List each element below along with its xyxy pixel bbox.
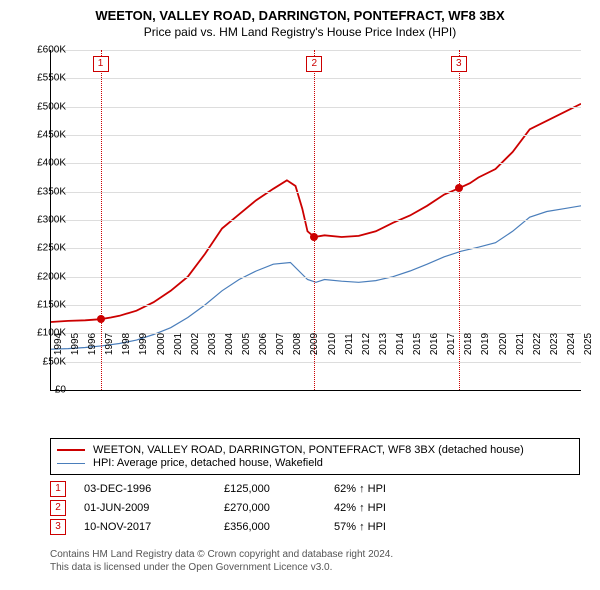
xtick-label: 2000 bbox=[156, 333, 167, 355]
event-hpi: 62% ↑ HPI bbox=[334, 483, 386, 495]
event-price: £125,000 bbox=[224, 483, 334, 495]
event-marker-box: 3 bbox=[451, 56, 467, 72]
event-dot bbox=[97, 315, 105, 323]
event-date: 01-JUN-2009 bbox=[84, 502, 224, 514]
gridline bbox=[51, 50, 581, 51]
legend-swatch-red bbox=[57, 449, 85, 451]
ytick-label: £250K bbox=[37, 243, 66, 254]
ytick-label: £400K bbox=[37, 158, 66, 169]
ytick-label: £50K bbox=[43, 356, 66, 367]
xtick-label: 1997 bbox=[104, 333, 115, 355]
xtick-label: 2006 bbox=[258, 333, 269, 355]
xtick-label: 2002 bbox=[190, 333, 201, 355]
xtick-label: 2003 bbox=[207, 333, 218, 355]
legend-label: HPI: Average price, detached house, Wake… bbox=[93, 457, 323, 469]
ytick-label: £600K bbox=[37, 45, 66, 56]
gridline bbox=[51, 78, 581, 79]
event-price: £270,000 bbox=[224, 502, 334, 514]
event-vline bbox=[459, 50, 460, 390]
chart-area: 1 2 3 bbox=[50, 50, 580, 430]
attribution-line1: Contains HM Land Registry data © Crown c… bbox=[50, 548, 393, 561]
xtick-label: 2023 bbox=[549, 333, 560, 355]
gridline bbox=[51, 277, 581, 278]
title-block: WEETON, VALLEY ROAD, DARRINGTON, PONTEFR… bbox=[0, 0, 600, 39]
attribution: Contains HM Land Registry data © Crown c… bbox=[50, 548, 393, 574]
xtick-label: 2005 bbox=[241, 333, 252, 355]
xtick-label: 2014 bbox=[395, 333, 406, 355]
xtick-label: 1998 bbox=[121, 333, 132, 355]
event-marker-box: 1 bbox=[93, 56, 109, 72]
xtick-label: 2016 bbox=[429, 333, 440, 355]
event-marker-icon: 1 bbox=[50, 481, 66, 497]
gridline bbox=[51, 362, 581, 363]
ytick-label: £450K bbox=[37, 130, 66, 141]
ytick-label: £350K bbox=[37, 186, 66, 197]
title-line1: WEETON, VALLEY ROAD, DARRINGTON, PONTEFR… bbox=[0, 8, 600, 23]
xtick-label: 2017 bbox=[446, 333, 457, 355]
event-row: 2 01-JUN-2009 £270,000 42% ↑ HPI bbox=[50, 500, 386, 516]
legend-row: WEETON, VALLEY ROAD, DARRINGTON, PONTEFR… bbox=[57, 444, 573, 456]
ytick-label: £200K bbox=[37, 271, 66, 282]
gridline bbox=[51, 163, 581, 164]
ytick-label: £300K bbox=[37, 215, 66, 226]
xtick-label: 1994 bbox=[53, 333, 64, 355]
event-row: 1 03-DEC-1996 £125,000 62% ↑ HPI bbox=[50, 481, 386, 497]
attribution-line2: This data is licensed under the Open Gov… bbox=[50, 561, 393, 574]
event-vline bbox=[101, 50, 102, 390]
event-hpi: 57% ↑ HPI bbox=[334, 521, 386, 533]
event-hpi: 42% ↑ HPI bbox=[334, 502, 386, 514]
gridline bbox=[51, 135, 581, 136]
gridline bbox=[51, 192, 581, 193]
event-date: 10-NOV-2017 bbox=[84, 521, 224, 533]
event-marker-icon: 3 bbox=[50, 519, 66, 535]
event-dot bbox=[310, 233, 318, 241]
xtick-label: 2019 bbox=[480, 333, 491, 355]
ytick-label: £0 bbox=[55, 385, 66, 396]
ytick-label: £150K bbox=[37, 300, 66, 311]
event-date: 03-DEC-1996 bbox=[84, 483, 224, 495]
xtick-label: 2011 bbox=[344, 333, 355, 355]
event-price: £356,000 bbox=[224, 521, 334, 533]
xtick-label: 2021 bbox=[515, 333, 526, 355]
event-marker-box: 2 bbox=[306, 56, 322, 72]
legend-label: WEETON, VALLEY ROAD, DARRINGTON, PONTEFR… bbox=[93, 444, 524, 456]
gridline bbox=[51, 220, 581, 221]
xtick-label: 1996 bbox=[87, 333, 98, 355]
ytick-label: £550K bbox=[37, 73, 66, 84]
gridline bbox=[51, 305, 581, 306]
xtick-label: 2001 bbox=[173, 333, 184, 355]
legend-swatch-blue bbox=[57, 463, 85, 464]
xtick-label: 2012 bbox=[361, 333, 372, 355]
xtick-label: 2004 bbox=[224, 333, 235, 355]
events-table: 1 03-DEC-1996 £125,000 62% ↑ HPI 2 01-JU… bbox=[50, 478, 386, 538]
gridline bbox=[51, 107, 581, 108]
legend-box: WEETON, VALLEY ROAD, DARRINGTON, PONTEFR… bbox=[50, 438, 580, 475]
title-line2: Price paid vs. HM Land Registry's House … bbox=[0, 25, 600, 39]
ytick-label: £500K bbox=[37, 101, 66, 112]
xtick-label: 2009 bbox=[309, 333, 320, 355]
xtick-label: 2013 bbox=[378, 333, 389, 355]
xtick-label: 2010 bbox=[327, 333, 338, 355]
series-price_paid bbox=[51, 104, 581, 322]
xtick-label: 2007 bbox=[275, 333, 286, 355]
xtick-label: 2015 bbox=[412, 333, 423, 355]
event-dot bbox=[455, 184, 463, 192]
xtick-label: 2020 bbox=[498, 333, 509, 355]
xtick-label: 2024 bbox=[566, 333, 577, 355]
xtick-label: 1995 bbox=[70, 333, 81, 355]
event-row: 3 10-NOV-2017 £356,000 57% ↑ HPI bbox=[50, 519, 386, 535]
chart-container: WEETON, VALLEY ROAD, DARRINGTON, PONTEFR… bbox=[0, 0, 600, 590]
xtick-label: 2018 bbox=[463, 333, 474, 355]
xtick-label: 2025 bbox=[583, 333, 594, 355]
gridline bbox=[51, 248, 581, 249]
xtick-label: 2008 bbox=[292, 333, 303, 355]
event-marker-icon: 2 bbox=[50, 500, 66, 516]
xtick-label: 2022 bbox=[532, 333, 543, 355]
legend-row: HPI: Average price, detached house, Wake… bbox=[57, 457, 573, 469]
xtick-label: 1999 bbox=[138, 333, 149, 355]
